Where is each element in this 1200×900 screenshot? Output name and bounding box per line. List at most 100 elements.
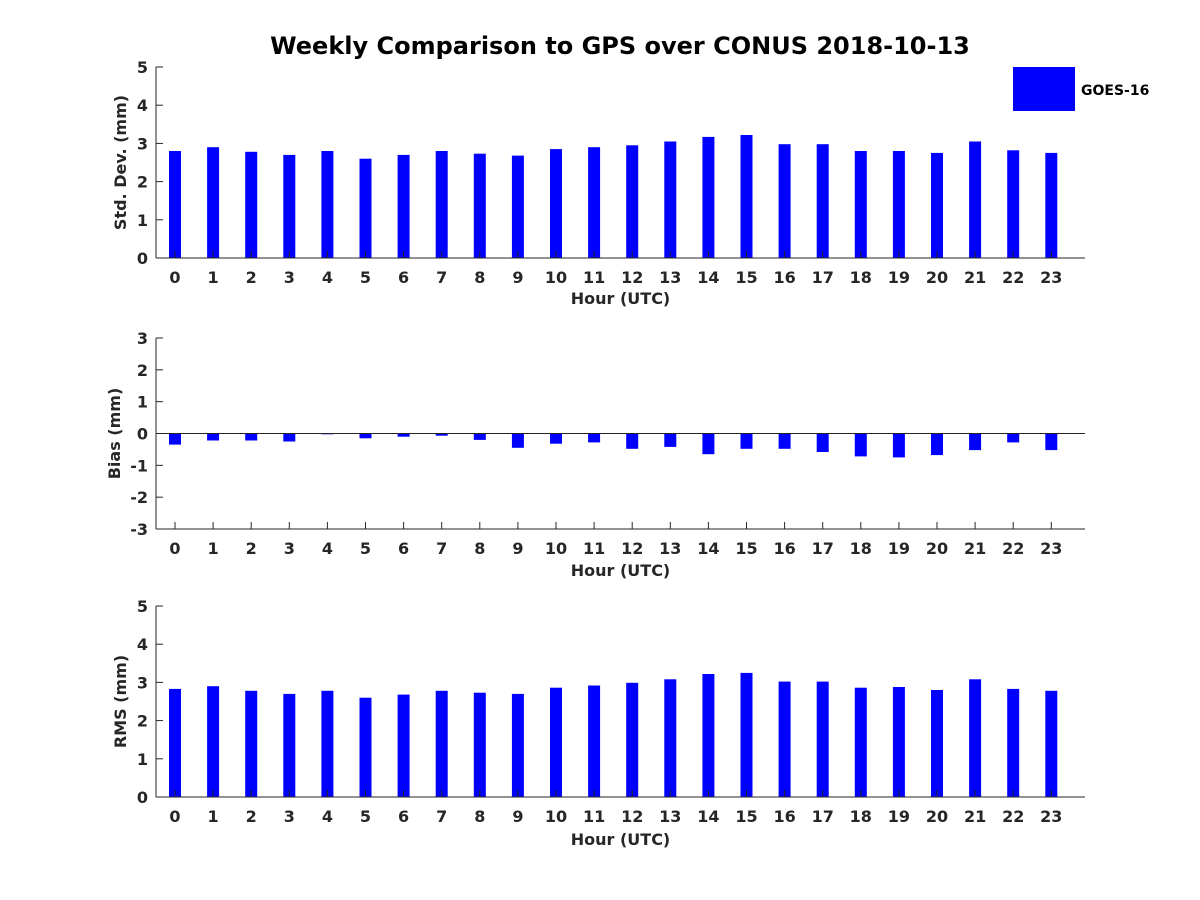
rms-bar-11 — [588, 685, 601, 797]
rms-xtick-label: 19 — [888, 807, 910, 826]
rms-ytick-label: 5 — [137, 597, 148, 616]
rms-ytick-label: 4 — [137, 635, 148, 654]
legend-label: GOES-16 — [1081, 83, 1149, 99]
bias-bar-5 — [359, 433, 372, 439]
bias-xtick-label: 22 — [1002, 539, 1024, 558]
rms-bar-2 — [245, 690, 258, 797]
std-dev-bar-4 — [321, 151, 334, 258]
std-dev-bar-22 — [1007, 150, 1020, 258]
bias-x-label: Hour (UTC) — [571, 561, 671, 580]
bias-bar-7 — [435, 433, 448, 436]
std-dev-ytick-label: 0 — [137, 249, 148, 268]
rms-y-label: RMS (mm) — [111, 655, 130, 748]
std-dev-xtick-label: 18 — [850, 268, 872, 287]
std-dev-xtick-label: 8 — [474, 268, 485, 287]
std-dev-bar-12 — [626, 145, 639, 258]
rms-xtick-label: 20 — [926, 807, 948, 826]
bias-xtick-label: 19 — [888, 539, 910, 558]
rms-xtick-label: 21 — [964, 807, 986, 826]
std-dev-xtick-label: 19 — [888, 268, 910, 287]
rms-xtick-label: 1 — [208, 807, 219, 826]
bias-ytick-label: 1 — [137, 393, 148, 412]
std-dev-xtick-label: 7 — [436, 268, 447, 287]
bias-bar-20 — [931, 433, 943, 456]
bias-bar-14 — [702, 433, 715, 455]
bias-ytick-label: -2 — [130, 488, 148, 507]
rms-xtick-label: 18 — [850, 807, 872, 826]
std-dev-ytick-label: 2 — [137, 173, 148, 192]
std-dev-bar-13 — [664, 141, 677, 258]
rms-bar-17 — [816, 681, 829, 797]
bias-xtick-label: 21 — [964, 539, 986, 558]
std-dev-x-label: Hour (UTC) — [571, 289, 671, 308]
std-dev-xtick-label: 16 — [773, 268, 795, 287]
rms-xtick-label: 4 — [322, 807, 333, 826]
rms-bar-9 — [511, 693, 524, 797]
rms-bar-6 — [397, 694, 410, 797]
bias-bar-3 — [283, 433, 296, 442]
bias-bar-22 — [1007, 433, 1020, 443]
std-dev-bar-18 — [854, 151, 867, 258]
std-dev-bar-11 — [588, 147, 601, 258]
std-dev-bar-20 — [931, 152, 943, 258]
bias-bar-13 — [664, 433, 677, 447]
std-dev-bar-15 — [740, 135, 753, 258]
rms-xtick-label: 5 — [360, 807, 371, 826]
std-dev-ytick-label: 3 — [137, 134, 148, 153]
std-dev-bar-16 — [778, 144, 791, 258]
rms-xtick-label: 22 — [1002, 807, 1024, 826]
std-dev-xtick-label: 23 — [1040, 268, 1062, 287]
std-dev-bar-17 — [816, 144, 829, 258]
bias-bar-1 — [207, 433, 220, 441]
bias-xtick-label: 15 — [735, 539, 757, 558]
bias-bar-8 — [473, 433, 486, 440]
std-dev-xtick-label: 5 — [360, 268, 371, 287]
std-dev-bar-7 — [435, 151, 448, 258]
rms-bar-22 — [1007, 688, 1020, 797]
std-dev-bar-3 — [283, 154, 296, 258]
rms-bar-1 — [207, 686, 220, 797]
bias-xtick-label: 8 — [474, 539, 485, 558]
bias-xtick-label: 17 — [812, 539, 834, 558]
rms-xtick-label: 15 — [735, 807, 757, 826]
std-dev-xtick-label: 4 — [322, 268, 333, 287]
rms-xtick-label: 3 — [284, 807, 295, 826]
rms-bar-13 — [664, 679, 677, 797]
rms-bar-12 — [626, 682, 639, 797]
rms-ytick-label: 3 — [137, 673, 148, 692]
bias-xtick-label: 14 — [697, 539, 719, 558]
rms-x-label: Hour (UTC) — [571, 830, 671, 849]
bias-ytick-label: 0 — [137, 425, 148, 444]
rms-xtick-label: 6 — [398, 807, 409, 826]
bias-xtick-label: 5 — [360, 539, 371, 558]
std-dev-bar-10 — [550, 149, 562, 258]
std-dev-xtick-label: 20 — [926, 268, 948, 287]
std-dev-xtick-label: 0 — [169, 268, 180, 287]
bias-bar-0 — [169, 433, 181, 445]
rms-xtick-label: 8 — [474, 807, 485, 826]
std-dev-xtick-label: 13 — [659, 268, 681, 287]
bias-xtick-label: 18 — [850, 539, 872, 558]
rms-xtick-label: 0 — [169, 807, 180, 826]
bias-bar-9 — [511, 433, 524, 448]
bias-xtick-label: 2 — [246, 539, 257, 558]
bias-bar-19 — [892, 433, 905, 458]
rms-xtick-label: 9 — [512, 807, 523, 826]
rms-bar-10 — [550, 687, 562, 797]
std-dev-bar-1 — [207, 147, 220, 258]
rms-bar-21 — [969, 679, 982, 797]
bias-xtick-label: 23 — [1040, 539, 1062, 558]
rms-ytick-label: 2 — [137, 712, 148, 731]
std-dev-xtick-label: 15 — [735, 268, 757, 287]
rms-bar-0 — [169, 688, 181, 797]
bias-xtick-label: 7 — [436, 539, 447, 558]
std-dev-bar-14 — [702, 136, 715, 258]
bias-xtick-label: 16 — [773, 539, 795, 558]
rms-xtick-label: 17 — [812, 807, 834, 826]
rms-bar-19 — [892, 687, 905, 797]
rms-ytick-label: 1 — [137, 750, 148, 769]
std-dev-xtick-label: 9 — [512, 268, 523, 287]
